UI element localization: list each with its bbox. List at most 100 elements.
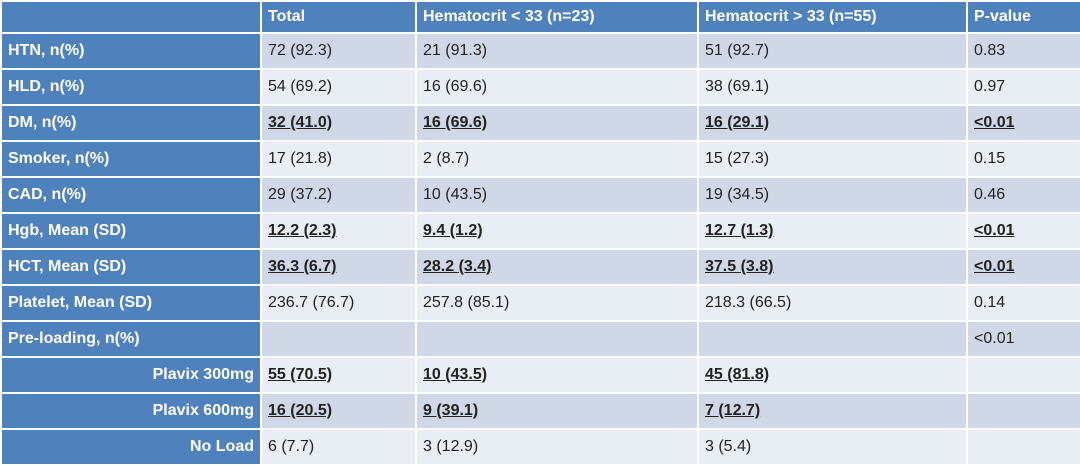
cell: <0.01 [966,248,1080,286]
cell-text: 28.2 (3.4) [423,258,492,275]
cell-text: <0.01 [974,258,1015,275]
cell: 45 (81.8) [697,356,968,394]
cell: 36.3 (6.7) [260,248,417,286]
corner-cell [0,0,262,34]
cell-text: 236.7 (76.7) [268,294,355,311]
cell-text: 16 (20.5) [268,402,333,419]
cell: 0.15 [966,140,1080,178]
cell-text: 0.83 [974,42,1006,59]
cell-text: 72 (92.3) [268,42,333,59]
table-row: Smoker, n(%) 17 (21.8) 2 (8.7) 15 (27.3) 0.1… [0,140,1080,178]
cell: 236.7 (76.7) [260,284,417,322]
cell: 51 (92.7) [697,32,968,70]
cell-text: <0.01 [974,114,1015,131]
table-row: HCT, Mean (SD) 36.3 (6.7) 28.2 (3.4) 37.5 (… [0,248,1080,286]
cell: 72 (92.3) [260,32,417,70]
cell [697,320,968,358]
cell: 3 (5.4) [697,428,968,466]
cell: <0.01 [966,212,1080,250]
cell-text: 0.46 [974,186,1006,203]
cell-text: 15 (27.3) [705,150,770,167]
cell: 218.3 (66.5) [697,284,968,322]
cell-text: 0.14 [974,294,1006,311]
cell: <0.01 [966,320,1080,358]
cell: 0.97 [966,68,1080,106]
row-label: HCT, Mean (SD) [0,248,262,286]
cell [966,428,1080,466]
cell-text: <0.01 [974,330,1015,347]
cell: 37.5 (3.8) [697,248,968,286]
row-label: DM, n(%) [0,104,262,142]
table-row: No Load 6 (7.7) 3 (12.9) 3 (5.4) [0,428,1080,466]
header-cell: Hematocrit > 33 (n=55) [697,0,968,34]
cell: 0.46 [966,176,1080,214]
cell-text: 37.5 (3.8) [705,258,774,275]
cell-text: 21 (91.3) [423,42,488,59]
cell: 21 (91.3) [415,32,699,70]
cell: 0.83 [966,32,1080,70]
cell-text: 10 (43.5) [423,186,488,203]
cell: 55 (70.5) [260,356,417,394]
cell-text: 51 (92.7) [705,42,770,59]
table-row: Hgb, Mean (SD) 12.2 (2.3) 9.4 (1.2) 12.7 (1… [0,212,1080,250]
cell-text: 55 (70.5) [268,366,333,383]
cell: 12.7 (1.3) [697,212,968,250]
cell: 0.14 [966,284,1080,322]
cell-text: 6 (7.7) [268,438,315,455]
table-row: Platelet, Mean (SD) 236.7 (76.7) 257.8 (85… [0,284,1080,322]
cell: 16 (29.1) [697,104,968,142]
row-label: Plavix 300mg [0,356,262,394]
cell: 15 (27.3) [697,140,968,178]
cell-text: 9.4 (1.2) [423,222,483,239]
table-row: CAD, n(%) 29 (37.2) 10 (43.5) 19 (34.5) 0.46 [0,176,1080,214]
cell: 38 (69.1) [697,68,968,106]
cell-text: 7 (12.7) [705,402,761,419]
cell-text: 36.3 (6.7) [268,258,337,275]
cell-text: 12.7 (1.3) [705,222,774,239]
cell-text: 19 (34.5) [705,186,770,203]
cell: 6 (7.7) [260,428,417,466]
table-row: DM, n(%) 32 (41.0) 16 (69.6) 16 (29.1) <0.01 [0,104,1080,142]
row-label: Platelet, Mean (SD) [0,284,262,322]
cell-text: 257.8 (85.1) [423,294,510,311]
row-label: HTN, n(%) [0,32,262,70]
cell: 19 (34.5) [697,176,968,214]
cell-text: 2 (8.7) [423,150,470,167]
cell-text: 3 (5.4) [705,438,752,455]
row-label: Smoker, n(%) [0,140,262,178]
cell-text: 9 (39.1) [423,402,479,419]
header-cell: Total [260,0,417,34]
cell [966,392,1080,430]
cell: 16 (69.6) [415,68,699,106]
cell-text: 16 (29.1) [705,114,770,131]
cell: 7 (12.7) [697,392,968,430]
row-label: Hgb, Mean (SD) [0,212,262,250]
cell-text: 32 (41.0) [268,114,333,131]
row-label: HLD, n(%) [0,68,262,106]
cell: 9 (39.1) [415,392,699,430]
table-row: HLD, n(%) 54 (69.2) 16 (69.6) 38 (69.1) 0.97 [0,68,1080,106]
cell-text: 17 (21.8) [268,150,333,167]
cell-text: <0.01 [974,222,1015,239]
cell-text: 45 (81.8) [705,366,770,383]
cell: 28.2 (3.4) [415,248,699,286]
cell: 3 (12.9) [415,428,699,466]
row-label: Plavix 600mg [0,392,262,430]
cell-text: 0.15 [974,150,1006,167]
table-row: Pre-loading, n(%) <0.01 [0,320,1080,358]
cell [966,356,1080,394]
row-label: No Load [0,428,262,466]
cell-text: 0.97 [974,78,1006,95]
cell: 16 (20.5) [260,392,417,430]
header-row: Total Hematocrit < 33 (n=23) Hematocrit > … [0,0,1080,34]
cell: 32 (41.0) [260,104,417,142]
cell-text: 12.2 (2.3) [268,222,337,239]
row-label: CAD, n(%) [0,176,262,214]
cell: 257.8 (85.1) [415,284,699,322]
cell: 2 (8.7) [415,140,699,178]
cell-text: 16 (69.6) [423,78,488,95]
cell [415,320,699,358]
row-label: Pre-loading, n(%) [0,320,262,358]
